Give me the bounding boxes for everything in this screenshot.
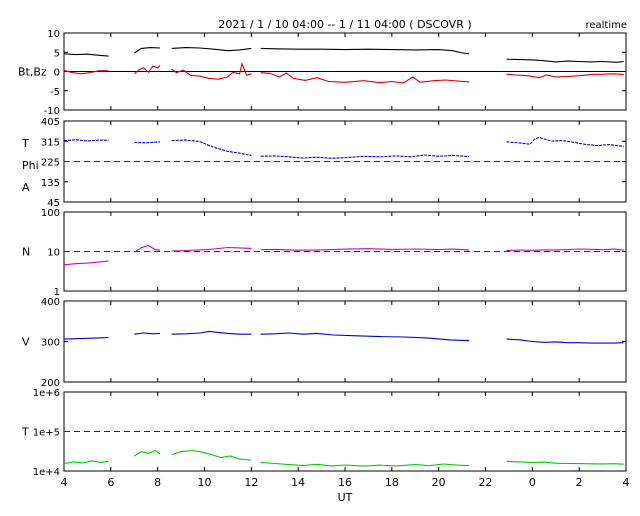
panel-t: 1e+6 1e+5 1e+4 T	[21, 388, 627, 478]
y-tick-label: 315	[41, 137, 60, 148]
series-line-phi	[506, 136, 624, 147]
series-line-bt	[506, 58, 624, 63]
x-tick-label: 12	[244, 476, 258, 489]
y-tick-label: 100	[41, 208, 60, 219]
x-tick-label: 22	[479, 476, 493, 489]
y-tick-label: 45	[47, 198, 60, 209]
panel-label: T	[21, 426, 29, 439]
y-tick-label: 225	[41, 158, 60, 169]
panel-label: Phi	[22, 159, 39, 172]
panel-bt-bz: 10 5 0 -5 -10 Bt,Bz	[18, 29, 627, 117]
series-line-bz	[171, 62, 252, 80]
y-tick-label: -5	[50, 87, 60, 98]
series-line-v	[134, 332, 161, 335]
series-line-v	[260, 332, 470, 342]
series-line-phi	[134, 141, 161, 144]
series-line-bt	[260, 47, 470, 55]
series-line-v	[171, 330, 252, 335]
series-line-phi	[171, 139, 252, 156]
chart-title: 2021 / 1 / 10 04:00 -- 1 / 11 04:00 ( DS…	[218, 18, 471, 31]
series-line-bz	[63, 69, 109, 75]
series-line-t	[260, 461, 470, 467]
y-tick-label: 0	[54, 68, 60, 79]
x-tick-label: 10	[198, 476, 212, 489]
series-line-v	[506, 338, 624, 344]
series-line-v	[63, 336, 109, 340]
series-line-bt	[171, 47, 252, 52]
y-tick-label: 1e+4	[33, 467, 60, 478]
series-line-n	[134, 244, 161, 253]
x-tick-label: 18	[385, 476, 399, 489]
y-tick-label: 1	[54, 287, 60, 298]
panel-label: T	[21, 137, 29, 150]
panels-group: 1050-5-10Bt,Bz40531522513545TPhiA100101N…	[18, 29, 630, 489]
panel-label: Bt,Bz	[18, 66, 47, 79]
y-tick-label: 10	[47, 29, 60, 40]
y-tick-label: 1e+6	[33, 388, 60, 399]
x-tick-label: 4	[623, 476, 630, 489]
series-line-n	[260, 248, 470, 251]
x-tick-label: 4	[61, 476, 68, 489]
series-line-t	[171, 449, 252, 461]
x-tick-label: 20	[432, 476, 446, 489]
panel-phi: 405 315 225 135 45 T Phi A	[21, 117, 627, 209]
series-line-phi	[63, 139, 109, 142]
y-tick-label: 200	[41, 378, 60, 389]
y-tick-label: 405	[41, 117, 60, 128]
series-line-bz	[506, 73, 624, 79]
x-tick-label: 14	[291, 476, 305, 489]
series-line-t	[134, 449, 161, 457]
panel-frame	[63, 300, 627, 383]
series-line-t	[506, 460, 624, 465]
x-axis-label: UT	[338, 491, 353, 504]
x-tick-label: 6	[107, 476, 114, 489]
series-line-t	[63, 460, 109, 465]
series-line-bt	[133, 47, 161, 54]
y-tick-label: 1e+5	[33, 428, 60, 439]
series-line-bz	[260, 72, 470, 84]
panel-n: 100 10 1 N	[22, 208, 627, 298]
series-line-phi	[260, 154, 470, 159]
x-tick-label: 16	[338, 476, 352, 489]
panel-label: A	[22, 181, 30, 194]
y-tick-label: -10	[44, 106, 60, 117]
y-tick-label: 300	[41, 338, 60, 349]
series-line-bt	[63, 53, 109, 57]
y-tick-label: 5	[54, 48, 60, 59]
realtime-label: realtime	[585, 20, 627, 31]
x-tick-label: 2	[576, 476, 583, 489]
y-tick-label: 10	[47, 248, 60, 259]
panel-label: V	[22, 336, 30, 349]
x-tick-label: 8	[154, 476, 161, 489]
y-tick-label: 400	[41, 297, 60, 308]
series-line-n	[171, 246, 252, 252]
panel-label: N	[22, 246, 30, 259]
series-line-bz	[133, 64, 161, 75]
x-tick-label: 0	[529, 476, 536, 489]
series-line-n	[506, 248, 624, 252]
panel-v: 400 300 200 V	[22, 297, 627, 389]
y-tick-label: 135	[41, 178, 60, 189]
series-line-n	[63, 260, 109, 266]
